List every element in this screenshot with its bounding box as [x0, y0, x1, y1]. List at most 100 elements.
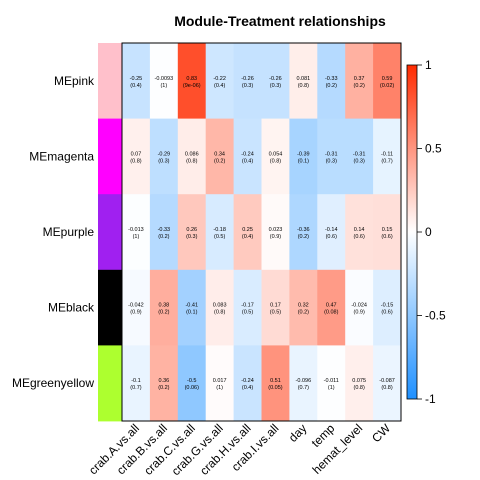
heatmap-cell: [149, 345, 179, 422]
heatmap-cell: [122, 345, 151, 422]
cell-pvalue-label: (0.7): [130, 385, 141, 391]
cell-pvalue-label: (0.3): [242, 83, 253, 89]
cell-pvalue-label: (0.8): [381, 385, 392, 391]
cell-value-label: -0.33: [158, 227, 171, 233]
cell-value-label: -0.1: [131, 378, 140, 384]
heatmap-cell: [205, 118, 234, 195]
cell-pvalue-label: (0.08): [324, 310, 339, 316]
cell-pvalue-label: (0.9): [130, 310, 141, 316]
cell-pvalue-label: (0.2): [298, 234, 309, 240]
cell-pvalue-label: (1): [328, 385, 335, 391]
cell-value-label: 0.51: [270, 378, 281, 384]
cell-pvalue-label: (0.8): [353, 385, 364, 391]
cell-pvalue-label: (0.6): [381, 234, 392, 240]
cell-pvalue-label: (0.2): [214, 158, 225, 164]
cell-pvalue-label: (0.6): [381, 310, 392, 316]
heatmap-cell: [177, 43, 207, 119]
cell-pvalue-label: (0.2): [158, 234, 169, 240]
colorbar-tick-label: 1: [425, 58, 432, 72]
heatmap-cell: [289, 43, 318, 119]
cell-value-label: 0.34: [214, 151, 225, 157]
heatmap-cell: [289, 194, 318, 271]
cell-pvalue-label: (0.5): [242, 310, 253, 316]
column-label: day: [286, 421, 310, 445]
colorbar-tick-label: -0.5: [425, 309, 446, 323]
cell-value-label: -0.5: [187, 378, 196, 384]
cell-pvalue-label: (0.2): [158, 310, 169, 316]
colorbar-tick-label: -1: [425, 392, 436, 406]
cell-pvalue-label: (0.2): [298, 310, 309, 316]
cell-pvalue-label: (0.3): [270, 83, 281, 89]
cell-pvalue-label: (0.8): [130, 158, 141, 164]
cell-value-label: -0.15: [381, 303, 394, 309]
cell-value-label: 0.38: [158, 303, 169, 309]
heatmap-cell: [345, 345, 374, 422]
heatmap-cell: [177, 269, 207, 346]
heatmap-cell: [317, 118, 346, 195]
module-color-swatch: [98, 194, 122, 271]
row-label: MEblack: [48, 301, 95, 315]
cell-pvalue-label: (0.3): [326, 158, 337, 164]
heatmap-cell: [149, 118, 179, 195]
cell-value-label: 0.47: [326, 303, 337, 309]
cell-value-label: -0.18: [213, 227, 226, 233]
cell-pvalue-label: (0.6): [326, 234, 337, 240]
cell-value-label: -0.24: [241, 378, 254, 384]
heatmap-cell: [205, 194, 234, 271]
cell-value-label: -0.0093: [155, 76, 174, 82]
heatmap-cell: [373, 194, 402, 271]
cell-pvalue-label: (0.8): [298, 83, 309, 89]
cell-value-label: -0.41: [185, 303, 198, 309]
cell-value-label: 0.26: [186, 227, 197, 233]
heatmap-cell: [205, 269, 234, 346]
cell-value-label: 0.37: [354, 76, 365, 82]
cell-pvalue-label: (0.3): [186, 234, 197, 240]
heatmap-cell: [233, 269, 262, 346]
heatmap-cell: [233, 194, 262, 271]
heatmap-cell: [233, 43, 262, 119]
row-label: MEpink: [54, 74, 95, 88]
heatmap-cell: [261, 269, 290, 346]
cell-value-label: -0.25: [130, 76, 143, 82]
heatmap-cell: [205, 345, 234, 422]
cell-value-label: -0.096: [296, 378, 312, 384]
cell-pvalue-label: (0.06): [185, 385, 200, 391]
heatmap-cell: [289, 118, 318, 195]
cell-pvalue-label: (0.2): [353, 83, 364, 89]
module-color-swatch: [98, 269, 122, 346]
cell-pvalue-label: (0.7): [381, 158, 392, 164]
cell-value-label: -0.24: [241, 151, 254, 157]
cell-value-label: -0.17: [241, 303, 254, 309]
heatmap-cell: [261, 118, 290, 195]
cell-pvalue-label: (0.9): [270, 234, 281, 240]
colorbar-tick-label: 0.5: [425, 142, 442, 156]
colorbar-tick-label: 0: [425, 225, 432, 239]
cell-value-label: 0.017: [213, 378, 227, 384]
cell-pvalue-label: (0.5): [214, 234, 225, 240]
row-labels: MEpink MEmagenta MEpurple MEblack MEgreenyel…: [12, 74, 95, 390]
cell-pvalue-label: (0.5): [270, 310, 281, 316]
heatmap-cell: [122, 43, 151, 119]
heatmap-cell: [373, 118, 402, 195]
cell-pvalue-label: (1): [160, 83, 167, 89]
row-label: MEgreenyellow: [12, 376, 94, 390]
heatmap-cell: [317, 269, 346, 346]
cell-value-label: 0.14: [354, 227, 365, 233]
cell-pvalue-label: (0.4): [242, 234, 253, 240]
cell-value-label: 0.59: [382, 76, 393, 82]
cell-value-label: -0.31: [353, 151, 366, 157]
cell-pvalue-label: (0.2): [326, 83, 337, 89]
heatmap-cell: [317, 43, 346, 119]
cell-pvalue-label: (0.9): [353, 310, 364, 316]
cell-pvalue-label: (0.1): [186, 310, 197, 316]
column-label: CW: [369, 421, 394, 446]
heatmap-cell: [177, 118, 207, 195]
cell-pvalue-label: (0.7): [298, 385, 309, 391]
heatmap-cell: [261, 345, 290, 422]
cell-value-label: 0.83: [186, 76, 197, 82]
cell-value-label: -0.33: [325, 76, 338, 82]
cell-pvalue-label: (0.6): [353, 234, 364, 240]
heatmap-cell: [122, 118, 151, 195]
heatmap-cell: [122, 269, 151, 346]
heatmap-cell: [205, 43, 234, 119]
